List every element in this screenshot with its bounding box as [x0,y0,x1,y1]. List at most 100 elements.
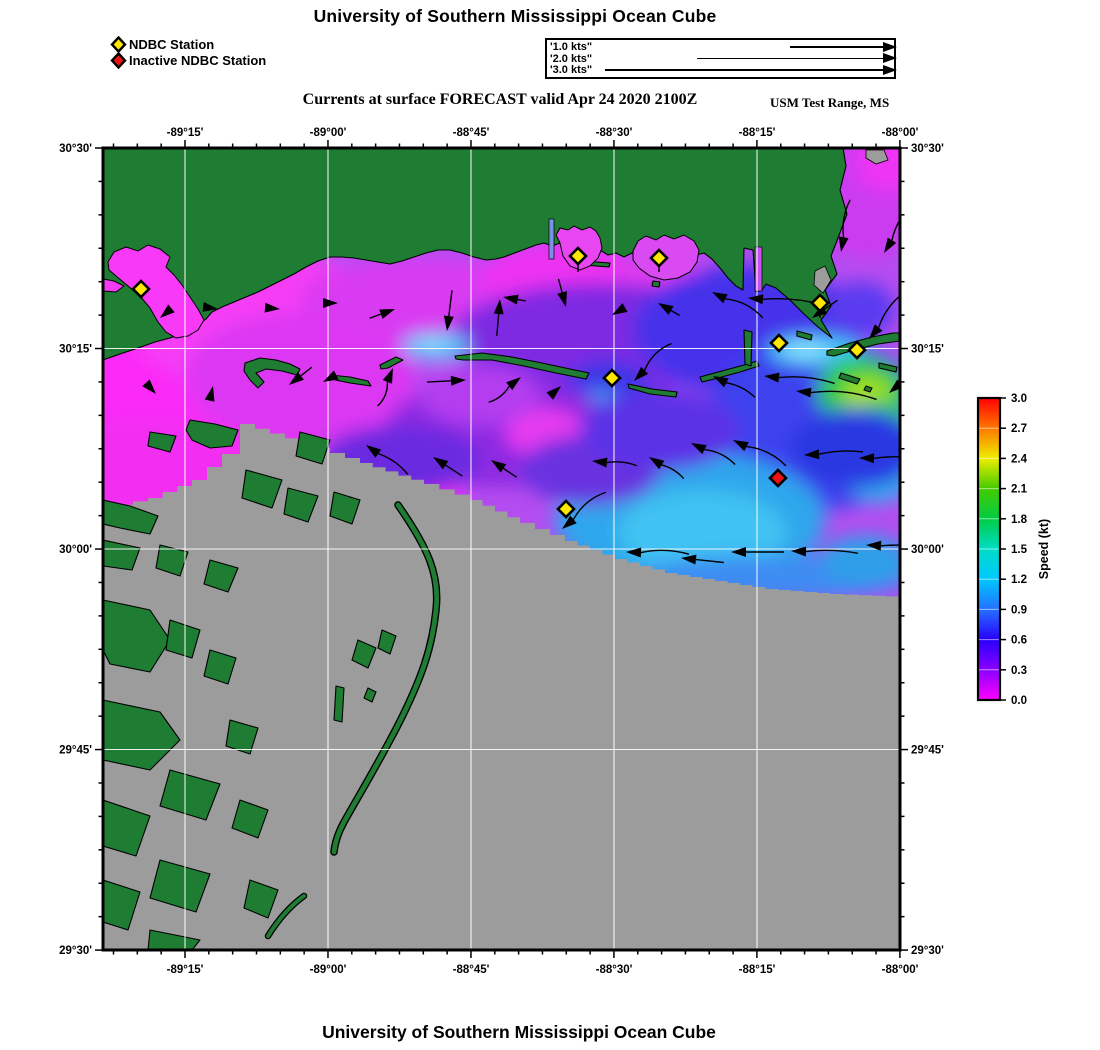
current-arrow-tail [877,295,900,328]
lat-label-right: 29°45' [911,745,944,757]
current-arrow-head [884,237,897,253]
marsh-island [149,859,211,913]
current-arrow-tail [300,366,313,377]
current-arrow-head [382,368,393,384]
colorbar-tick-label: 0.9 [1011,604,1027,616]
current-arrow-tail [496,313,500,336]
current-arrow-tail [778,376,835,385]
page-title: University of Southern Mississippi Ocean… [313,6,717,26]
current-arrow-head [859,453,875,464]
lon-label-top: -89°00' [310,127,347,139]
current-arrow-head [838,236,849,252]
marsh-island [241,469,283,509]
ndbc-station-marker [649,248,669,268]
current-arrow-head [658,303,674,315]
barrier-island [826,332,900,357]
current-arrow-head [713,376,729,388]
current-arrow-head [804,449,820,460]
colorbar-tick-label: 0.6 [1011,635,1027,647]
marsh-island [225,719,259,755]
current-arrow-head [289,371,304,385]
chandeleur-arc [331,502,440,855]
scale-row: '3.0 kts" [547,64,897,76]
current-arrow-tail [557,278,563,293]
current-arrow-head [866,540,882,551]
lon-label-top: -88°45' [453,127,490,139]
lat-label-left: 29°30' [59,945,92,957]
current-arrow-tail [517,298,526,302]
current-arrow-tail [810,390,877,401]
current-arrow-tail [670,309,681,317]
current-arrow-tail [704,448,736,465]
current-arrow-head [546,386,561,400]
water-speed-blob [580,390,740,470]
colorbar-tick-label: 0.3 [1011,665,1027,677]
chandeleur-islet [377,629,397,655]
ndbc-station-diamond-icon [110,35,127,53]
marsh-island [203,559,239,593]
water-speed-blob [820,535,900,585]
current-arrow-tail [818,450,864,455]
scale-arrowhead-icon [883,53,897,63]
current-arrow-tail [427,380,452,383]
current-arrow-head [202,301,218,312]
no-data-patch [865,149,889,165]
marsh-island [165,619,201,659]
colorbar-tick-label: 2.1 [1011,484,1028,496]
current-arrow-head [433,457,449,470]
current-arrow-head [450,375,466,386]
current-arrow-head [506,377,521,391]
marsh-island [243,879,279,919]
scale-arrow-line [697,57,883,60]
barrier-island [379,356,404,370]
current-arrow-head [491,460,507,473]
marsh-island [203,649,237,685]
current-speed-scale-box: '1.0 kts" '2.0 kts" '3.0 kts" [545,38,897,79]
inactive-ndbc-station-diamond-icon [110,51,127,69]
marsh-island [103,599,171,673]
current-arrow-tail [823,299,838,310]
barrier-island [838,372,861,385]
barrier-island [863,385,873,393]
scale-arrowhead-icon [883,41,897,52]
river-channel [548,218,555,260]
south-islet [266,894,306,938]
marsh-island [185,419,239,449]
current-arrow-head [323,370,339,382]
lat-label-right: 30°30' [911,143,944,155]
current-arrow-tail [726,382,756,398]
colorbar-tick-label: 2.7 [1011,423,1027,435]
left_notch-inlet [103,278,125,293]
current-arrow-head [764,372,780,383]
current-arrow-tail [695,558,724,564]
ndbc-station-marker [556,499,576,519]
inactive-ndbc-station-marker [768,468,788,488]
current-arrow-head [503,294,519,305]
current-arrow-head [748,294,764,305]
marsh-island [329,491,361,525]
marsh-island [147,929,201,950]
lat-label-right: 29°30' [911,945,944,957]
colorbar-tick-label: 1.5 [1011,544,1028,556]
current-arrow-head [443,315,454,331]
current-arrow-head [264,302,280,313]
current-arrow-head [649,457,665,470]
current-arrow-head [323,298,338,308]
water-speed-blob [825,282,895,338]
current-arrow-tail [640,549,690,555]
current-arrow-head [612,303,628,315]
barrier-island [878,362,898,373]
current-arrow-tail [445,464,463,477]
marsh-island [103,699,181,771]
ndbc-station-marker [847,340,867,360]
marsh-island [103,879,141,931]
lon-label-top: -89°15' [167,127,204,139]
scale-row-label: '3.0 kts" [550,64,593,76]
footer-title: University of Southern Mississippi Ocean… [322,1022,716,1042]
lon-label-bottom: -88°15' [739,964,776,976]
current-arrow-tail [378,452,409,475]
region-label: USM Test Range, MS [770,95,890,110]
current-arrow-head [592,457,608,468]
lon-label-bottom: -88°45' [453,964,490,976]
water-speed-blob [790,408,900,488]
